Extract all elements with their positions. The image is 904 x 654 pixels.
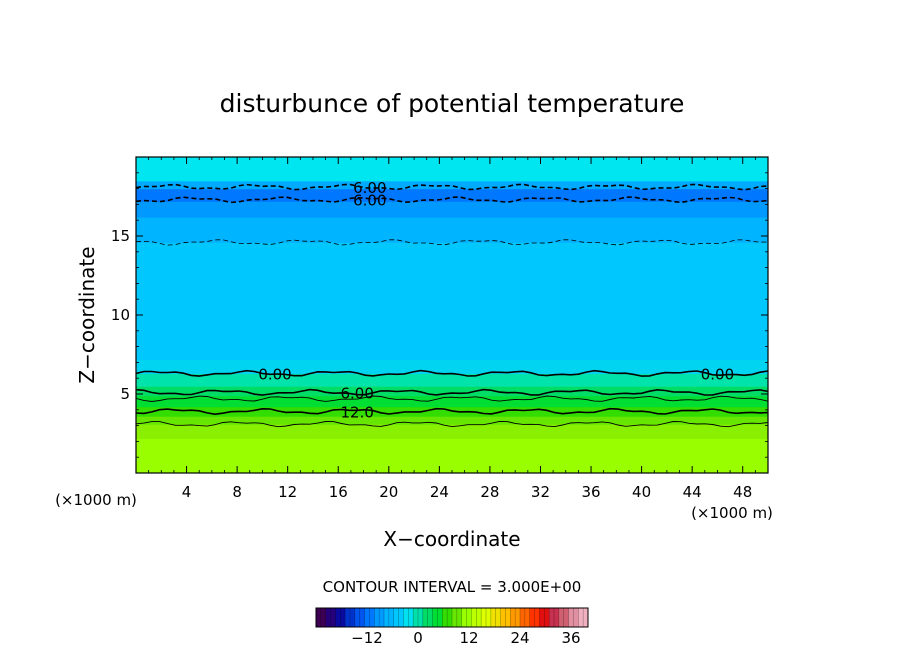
x-tick-label-3: 16 [329, 483, 348, 501]
x-tick-label-6: 28 [480, 483, 499, 501]
colorbar-cell-11 [422, 608, 434, 627]
colorbar-cell-0 [316, 608, 327, 627]
colorbar-cell-4 [354, 608, 366, 627]
colorbar-cell-19 [500, 608, 511, 627]
contour-label-5: 6.00 [353, 192, 386, 210]
x-tick-label-9: 40 [632, 483, 651, 501]
y-tick-label-2: 15 [111, 227, 130, 245]
layer-band-4 [136, 395, 768, 408]
colorbar-cell-16 [471, 608, 482, 627]
colorbar-cell-7 [384, 608, 395, 627]
y-axis-label: Z−coordinate [75, 246, 99, 383]
chart-title: disturbunce of potential temperature [220, 89, 685, 118]
colorbar-cell-5 [364, 608, 375, 627]
colorbar [315, 607, 589, 628]
colorbar-tick-label-2: 12 [459, 629, 478, 647]
colorbar-cell-25 [558, 608, 570, 627]
x-tick-label-5: 24 [430, 483, 449, 501]
x-tick-label-10: 44 [683, 483, 702, 501]
contour-line-7 [136, 183, 768, 191]
layer-band-0 [136, 438, 768, 473]
layer-band-13 [136, 157, 768, 182]
colorbar-cell-26 [568, 608, 579, 627]
contour-interval-label: CONTOUR INTERVAL = 3.000E+00 [323, 578, 582, 596]
layer-band-7 [136, 359, 768, 375]
contour-label-1: 0.00 [701, 365, 734, 383]
temperature-layers [136, 157, 768, 473]
x-tick-label-8: 36 [581, 483, 600, 501]
colorbar-tick-label-3: 24 [510, 629, 529, 647]
x-tick-label-7: 32 [531, 483, 550, 501]
colorbar-cell-10 [413, 608, 424, 627]
colorbar-cell-12 [432, 608, 443, 627]
layer-band-6 [136, 373, 768, 387]
contour-lines [136, 183, 768, 428]
colorbar-cell-13 [442, 608, 453, 627]
x-tick-label-0: 4 [182, 483, 192, 501]
y-tick-label-0: 5 [120, 385, 130, 403]
colorbar-cell-15 [461, 608, 472, 627]
contour-label-4: 6.00 [353, 179, 386, 197]
x-axis-label: X−coordinate [383, 527, 520, 551]
colorbar-cell-17 [481, 608, 492, 627]
colorbar-cell-27 [578, 608, 589, 627]
colorbar-cell-3 [345, 608, 356, 627]
colorbar-ticks: −12 0 12 24 36 [351, 629, 580, 647]
contour-label-3: 12.0 [340, 403, 373, 421]
y-tick-label-1: 10 [111, 306, 130, 324]
x-unit-label-right: (×1000 m) [691, 504, 773, 522]
layer-band-5 [136, 386, 768, 397]
colorbar-cell-14 [452, 608, 463, 627]
layer-band-8 [136, 242, 768, 360]
colorbar-cell-18 [490, 608, 502, 627]
layer-band-12 [136, 180, 768, 190]
layer-band-11 [136, 188, 768, 202]
colorbar-cell-8 [393, 608, 404, 627]
layer-band-2 [136, 416, 768, 425]
contour-line-1 [136, 388, 768, 396]
colorbar-cell-22 [529, 608, 540, 627]
colorbar-cell-6 [374, 608, 385, 627]
colorbar-tick-label-4: 36 [561, 629, 580, 647]
x-axis-ticks: 4 8 12 16 20 24 28 32 36 40 44 48 [148, 157, 756, 501]
colorbar-cell-23 [539, 608, 550, 627]
contour-line-5 [136, 239, 768, 246]
colorbar-cell-1 [325, 608, 336, 627]
contour-line-6 [136, 196, 768, 204]
contour-label-0: 0.00 [258, 365, 291, 383]
colorbar-frame [315, 607, 589, 628]
layer-band-9 [136, 217, 768, 243]
y-axis-ticks: 5 10 15 [111, 172, 768, 458]
colorbar-cell-9 [403, 608, 414, 627]
contour-line-2 [136, 395, 768, 402]
x-tick-label-1: 8 [232, 483, 242, 501]
colorbar-cell-20 [510, 608, 521, 627]
x-unit-label-left: (×1000 m) [55, 491, 137, 509]
x-tick-label-4: 20 [379, 483, 398, 501]
contour-line-3 [136, 407, 768, 416]
x-tick-label-11: 48 [733, 483, 752, 501]
contour-line-0 [136, 369, 768, 377]
contour-label-2: 6.00 [340, 384, 373, 402]
colorbar-cell-21 [520, 608, 531, 627]
colorbar-cell-24 [549, 608, 560, 627]
colorbar-tick-label-1: 0 [413, 629, 423, 647]
layer-band-10 [136, 201, 768, 218]
contour-line-4 [136, 420, 768, 428]
layer-band-1 [136, 424, 768, 439]
x-tick-label-2: 12 [278, 483, 297, 501]
colorbar-cell-2 [335, 608, 346, 627]
colorbar-tick-label-0: −12 [351, 629, 383, 647]
